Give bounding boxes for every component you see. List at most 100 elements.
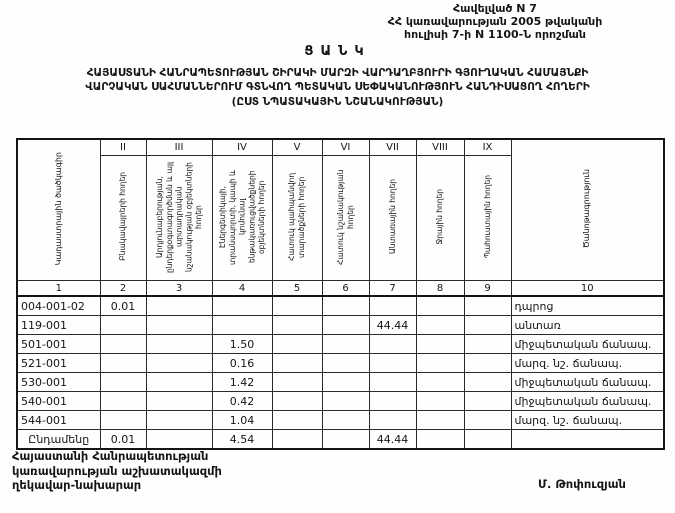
cell-value [415,315,465,335]
cell-value [271,334,323,354]
roman-IX: IX [463,138,512,156]
roman-numeral-row: Կադաստրային ծածկագիր II III IV V VI VII … [16,138,665,281]
cell-value [145,315,213,335]
roman-V: V [271,138,323,156]
cell-value [368,410,417,430]
cell-code: 521-001 [16,353,101,373]
table-row: 501-001 1.50 միջպետական ճանապ. [16,334,665,354]
cell-value [145,295,213,316]
total-value [271,429,323,450]
total-value: 4.54 [211,429,273,450]
cell-note: միջպետական ճանապ. [510,334,665,354]
col-number: 1 [16,280,101,297]
cell-value [463,353,512,373]
col-number: 6 [321,280,370,297]
cell-value [99,315,147,335]
cell-code: 004-001-02 [16,295,101,316]
cell-value [321,372,370,392]
cell-value [415,410,465,430]
col-number: 7 [368,280,417,297]
cell-value [368,391,417,411]
cell-value [271,410,323,430]
cell-value [145,410,213,430]
total-row: Ընդամենը 0.01 4.54 44.44 [16,429,665,450]
cell-value [368,295,417,316]
signatory-block: Հայաստանի Հանրապետության կառավարության ա… [12,449,222,493]
header-energy-transport-lands: Էներգետիկայի, տրանսպորտի, կապի և կոմունա… [211,155,273,281]
cell-value: 0.16 [211,353,273,373]
cell-code: 544-001 [16,410,101,430]
cell-code: 540-001 [16,391,101,411]
cell-value [463,315,512,335]
subtitle-line: ՀԱՅԱՍՏԱՆԻ ՀԱՆՐԱՊԵՏՈՒԹՅԱՆ ՇԻՐԱԿԻ ՄԱՐԶԻ ՎԱ… [86,67,589,79]
roman-VII: VII [368,138,417,156]
cell-value [321,353,370,373]
cell-value [415,295,465,316]
appendix-line: ՀՀ կառավարության 2005 թվականի [387,14,603,28]
cell-note: դպրոց [510,295,665,316]
header-note-label: Ծանոթագրություն [582,168,592,249]
roman-IV: IV [211,138,273,156]
col-number: 5 [271,280,323,297]
column-number-row: 1 2 3 4 5 6 7 8 9 10 [16,280,665,297]
cell-value [415,372,465,392]
total-label: Ընդամենը [16,429,101,450]
signatory-line: ղեկավար-նախարար [12,478,142,493]
cell-value [321,295,370,316]
cell-value [368,334,417,354]
col-number: 10 [510,280,665,297]
document-subtitle: ՀԱՅԱՍՏԱՆԻ ՀԱՆՐԱՊԵՏՈՒԹՅԱՆ ՇԻՐԱԿԻ ՄԱՐԶԻ ՎԱ… [8,66,667,109]
cell-value [463,410,512,430]
cell-value [463,295,512,316]
cell-value: 0.01 [99,295,147,316]
cell-value [463,372,512,392]
cell-value: 0.42 [211,391,273,411]
page-title: ՑԱՆԿ [304,44,371,59]
subtitle-line: (ԸՍՏ ՆՊԱՏԱԿԱՅԻՆ ՆՇԱՆԱԿՈՒԹՅԱՆ) [231,95,444,108]
header-forest-lands: Անտառային հողեր [368,155,417,281]
cell-value [145,353,213,373]
cell-note: մարզ. նշ. ճանապ. [510,353,665,373]
cell-value [321,334,370,354]
appendix-reference: Հավելված N 7 ՀՀ կառավարության 2005 թվակա… [322,2,668,42]
cell-value [368,353,417,373]
appendix-line: հուլիսի 7-ի N 1100-Ն որոշման [404,27,586,41]
cell-code: 119-001 [16,315,101,335]
header-cadastral-code-label: Կադաստրային ծածկագիր [53,151,63,266]
cell-value [145,391,213,411]
signature-name: Մ. Թոփուզյան [538,477,626,491]
col-number: 4 [211,280,273,297]
total-value: 0.01 [99,429,147,450]
category-header-row: Բնակավայրերի հողեր Արդյունաբերության, ըն… [17,155,664,281]
cell-value: 1.42 [211,372,273,392]
header-note: Ծանոթագրություն [510,138,665,281]
col-number: 2 [99,280,147,297]
signatory-line: Հայաստանի Հանրապետության [12,449,209,463]
table-row: 119-001 44.44 անտառ [16,315,665,335]
land-categories-table: Կադաստրային ծածկագիր II III IV V VI VII … [16,138,665,450]
cell-note: մարզ. նշ. ճանապ. [510,410,665,430]
cell-value [463,391,512,411]
cell-value [145,372,213,392]
table-row: 540-001 0.42 միջպետական ճանապ. [16,391,665,411]
table-row: 521-001 0.16 մարզ. նշ. ճանապ. [16,353,665,373]
header-residential-lands: Բնակավայրերի հողեր [99,155,147,281]
header-water-lands: Ջրային հողեր [415,155,465,281]
cell-note: անտառ [510,315,665,335]
cell-value [211,315,273,335]
cell-value [99,353,147,373]
cell-value [368,372,417,392]
roman-III: III [145,138,213,156]
cell-value [321,315,370,335]
cell-note: միջպետական ճանապ. [510,372,665,392]
cell-value [321,391,370,411]
header-special-purpose-lands: Հատուկ նշանակության հողեր [321,155,370,281]
cell-value: 1.50 [211,334,273,354]
header-cadastral-code: Կադաստրային ծածկագիր [16,138,101,281]
cell-value [99,391,147,411]
appendix-line: Հավելված N 7 [453,2,537,15]
table-row: 004-001-02 0.01 դպրոց [16,295,665,316]
header-protected-areas-lands: Հատուկ պահպանվող տարածքների հողեր [271,155,323,281]
col-number: 9 [463,280,512,297]
